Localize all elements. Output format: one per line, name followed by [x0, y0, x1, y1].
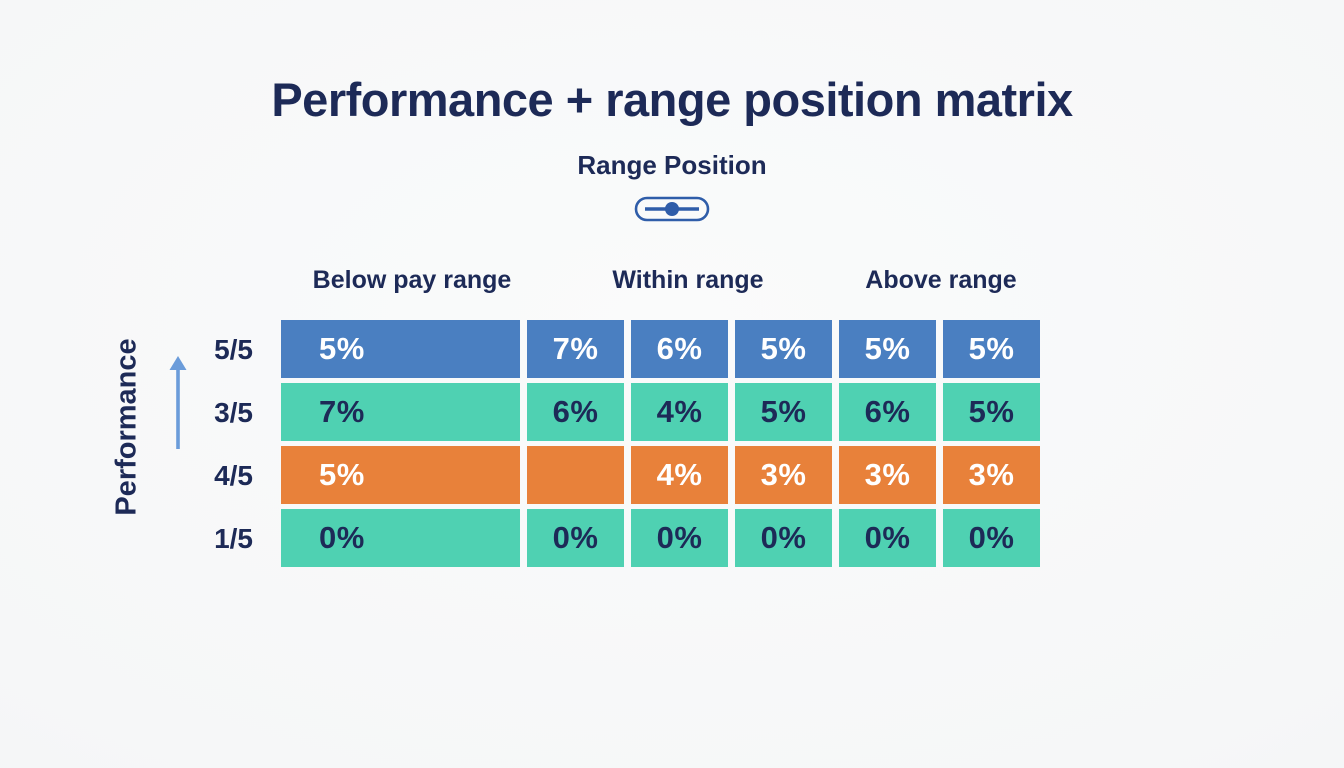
matrix-cell: 7%	[527, 320, 624, 378]
matrix-cell: 0%	[631, 509, 728, 567]
matrix-cell: 5%	[735, 320, 832, 378]
y-axis-title: Performance	[110, 338, 143, 516]
matrix-cell: 0%	[281, 509, 520, 567]
matrix-cell: 6%	[527, 383, 624, 441]
matrix-cell: 5%	[943, 383, 1040, 441]
matrix-cell: 5%	[281, 320, 520, 378]
matrix-cell: 6%	[631, 320, 728, 378]
matrix-cell	[527, 446, 624, 504]
matrix-cell: 0%	[735, 509, 832, 567]
matrix-cell: 3%	[735, 446, 832, 504]
matrix-cell: 3%	[839, 446, 936, 504]
matrix-cell: 4%	[631, 383, 728, 441]
matrix-cell: 6%	[839, 383, 936, 441]
range-slider-icon	[633, 194, 711, 224]
matrix-cell: 5%	[281, 446, 520, 504]
matrix-cell: 0%	[839, 509, 936, 567]
matrix-cell: 0%	[527, 509, 624, 567]
matrix-cell: 0%	[943, 509, 1040, 567]
matrix-cell: 4%	[631, 446, 728, 504]
column-header-within-range: Within range	[612, 266, 764, 294]
row-label-4-5: 4/5	[214, 460, 253, 491]
matrix-cell: 7%	[281, 383, 520, 441]
column-header-below-pay-range: Below pay range	[312, 266, 512, 294]
matrix-cell: 3%	[943, 446, 1040, 504]
x-axis-title: Range Position	[577, 150, 767, 180]
column-header-above-range: Above range	[865, 266, 1017, 294]
row-label-5-5: 5/5	[214, 334, 253, 365]
row-label-3-5: 3/5	[214, 397, 253, 428]
matrix-grid: 5% 7% 6% 5% 5% 5% 7% 6% 4% 5% 6% 5% 5% 4% 3% 3% 3% 0% 0% 0%…	[281, 320, 1040, 567]
matrix-cell: 5%	[735, 383, 832, 441]
page-title: Performance + range position matrix	[271, 73, 1073, 126]
matrix-cell: 5%	[943, 320, 1040, 378]
row-label-1-5: 1/5	[214, 523, 253, 554]
arrow-up-icon	[167, 355, 189, 451]
matrix-cell: 5%	[839, 320, 936, 378]
